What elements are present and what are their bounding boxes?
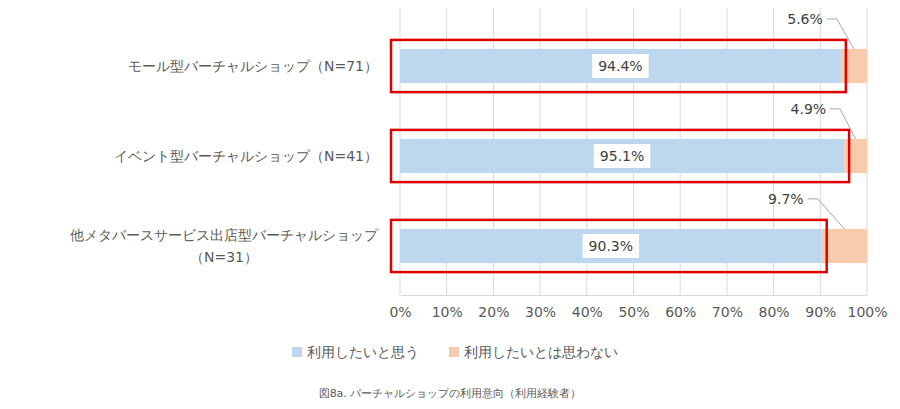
- legend-item: 利用したいと思う: [292, 344, 419, 360]
- legend-swatch: [292, 347, 302, 357]
- grid: [400, 8, 867, 295]
- legend-label: 利用したいとは思わない: [464, 344, 618, 360]
- data-labels: 94.4% 95.1% 90.3% 5.6% 4.9% 9.7%: [583, 11, 856, 258]
- x-axis: 0% 10% 20% 30% 40% 50% 60% 70% 80% 90% 100%: [389, 295, 887, 320]
- category-label: モール型バーチャルショップ（N=71）: [128, 58, 378, 74]
- bar: [400, 229, 822, 263]
- category-label-line: イベント型バーチャルショップ（N=41）: [114, 148, 378, 164]
- category-label: 他メタバースサービス出店型バーチャルショップ （N=31）: [70, 227, 379, 265]
- tick-label: 0%: [389, 304, 411, 320]
- highlights: [391, 40, 849, 272]
- data-label-box: [592, 54, 648, 78]
- tick-label: 40%: [572, 304, 603, 320]
- data-label-box: [594, 144, 650, 168]
- chart-title: 図8a. バーチャルショップの利用意向（利用経験者）: [319, 387, 582, 400]
- data-label: 4.9%: [791, 101, 827, 117]
- bar: [400, 49, 841, 83]
- data-label: 94.4%: [598, 58, 642, 74]
- data-label: 95.1%: [600, 148, 644, 164]
- legend-label: 利用したいと思う: [307, 344, 419, 360]
- bar: [400, 139, 844, 173]
- tick: 70%: [712, 295, 743, 320]
- data-label: 90.3%: [589, 238, 633, 254]
- data-label-box: [583, 234, 639, 258]
- tick-label: 60%: [665, 304, 696, 320]
- tick-label: 80%: [759, 304, 790, 320]
- category-label: イベント型バーチャルショップ（N=41）: [114, 148, 378, 164]
- axis-line: [401, 295, 868, 296]
- tick-label: 20%: [478, 304, 509, 320]
- tick-label: 50%: [618, 304, 649, 320]
- leader-line: [827, 19, 854, 49]
- tick: 100%: [847, 295, 887, 320]
- tick: 30%: [525, 295, 556, 320]
- bar: [844, 139, 867, 173]
- category-label-line: 他メタバースサービス出店型バーチャルショップ: [70, 227, 379, 243]
- tick: 50%: [618, 295, 649, 320]
- tick: 60%: [665, 295, 696, 320]
- legend-swatch: [449, 347, 459, 357]
- tick: 20%: [478, 295, 509, 320]
- tick: 90%: [805, 295, 836, 320]
- category-labels: モール型バーチャルショップ（N=71） イベント型バーチャルショップ（N=41） 他…: [70, 58, 379, 265]
- tick-label: 70%: [712, 304, 743, 320]
- highlight-frame: [391, 220, 827, 272]
- bar: [822, 229, 867, 263]
- leader-line: [830, 109, 855, 139]
- bars: [400, 49, 867, 263]
- chart-container: 0% 10% 20% 30% 40% 50% 60% 70% 80% 90% 100% 94.4% 95…: [0, 0, 900, 409]
- tick-label: 10%: [432, 304, 463, 320]
- tick: 10%: [432, 295, 463, 320]
- highlight-frame: [391, 130, 849, 182]
- leader-line: [808, 199, 845, 229]
- tick: 0%: [389, 295, 411, 320]
- chart-svg: 0% 10% 20% 30% 40% 50% 60% 70% 80% 90% 100% 94.4% 95…: [0, 0, 900, 409]
- category-label-line: モール型バーチャルショップ（N=71）: [128, 58, 378, 74]
- data-label: 5.6%: [787, 11, 823, 27]
- legend-item: 利用したいとは思わない: [449, 344, 618, 360]
- data-label: 9.7%: [768, 191, 804, 207]
- tick: 40%: [572, 295, 603, 320]
- tick-label: 30%: [525, 304, 556, 320]
- legend: 利用したいと思う 利用したいとは思わない: [292, 344, 618, 360]
- tick-label: 90%: [805, 304, 836, 320]
- category-label-line: （N=31）: [190, 249, 258, 265]
- tick-label: 100%: [847, 304, 887, 320]
- highlight-frame: [391, 40, 846, 92]
- tick: 80%: [759, 295, 790, 320]
